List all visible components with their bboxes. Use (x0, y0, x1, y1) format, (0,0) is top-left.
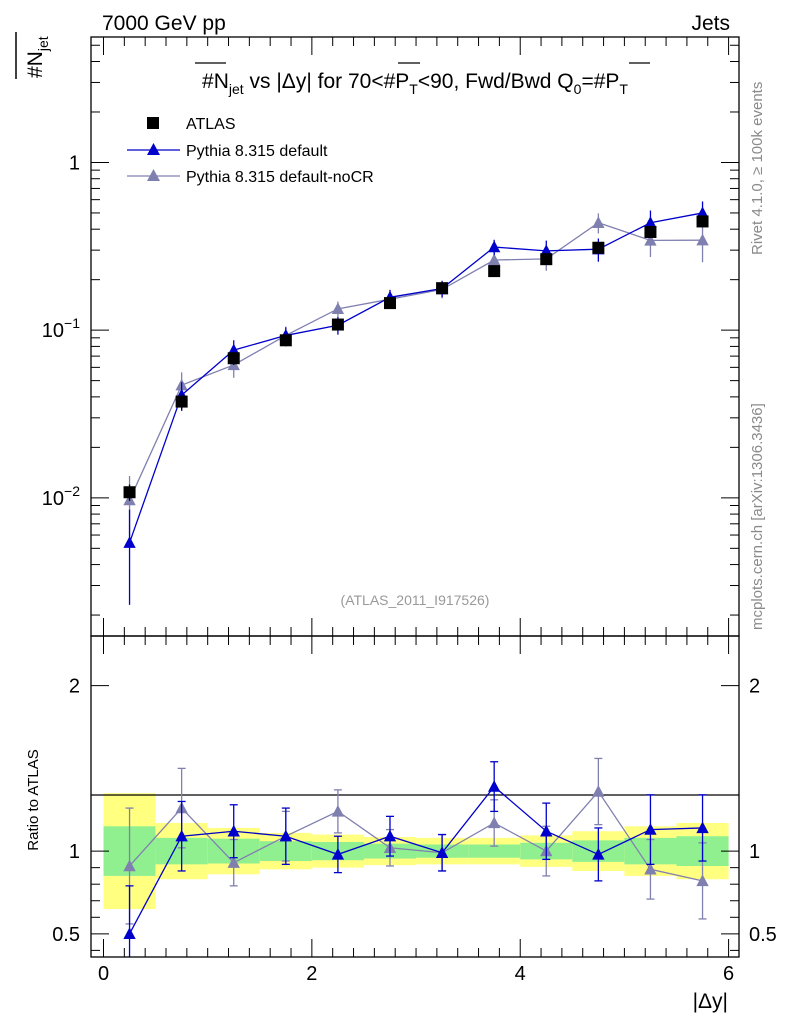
data-point-triangle (644, 233, 657, 246)
ratio-point-triangle (435, 846, 449, 858)
ratio-point-triangle (331, 804, 345, 817)
main-ytick-label: 10−1 (42, 315, 80, 342)
data-point-square (644, 225, 657, 238)
analysis-watermark: (ATLAS_2011_I917526) (341, 592, 490, 608)
chart-title: #Njet vs |Δy| for 70<#PT<90, Fwd/Bwd Q0=… (202, 70, 628, 97)
data-point-triangle (696, 233, 709, 246)
ratio-ytick-label-left: 2 (69, 676, 80, 698)
data-point-square (383, 297, 396, 310)
legend-marker-atlas (147, 117, 159, 129)
data-point-square (540, 253, 553, 266)
ratio-point-triangle (696, 821, 709, 834)
main-data-marks (123, 201, 709, 605)
series-line-default (128, 212, 703, 543)
ratio-point-triangle (592, 847, 605, 860)
main-ytick-label: 1 (69, 152, 80, 174)
data-point-square (227, 352, 240, 365)
ratio-point-triangle (279, 829, 292, 842)
header-category-label: Jets (691, 12, 730, 35)
ratio-point-triangle (696, 874, 709, 887)
svg-text:#Njet: #Njet (24, 36, 51, 78)
ratio-line-default (128, 785, 703, 935)
data-point-square (488, 265, 501, 278)
data-point-triangle (488, 253, 501, 266)
ratio-xtick-label: 6 (723, 963, 734, 985)
ratio-line-nocr (129, 790, 703, 882)
ratio-point-triangle (592, 785, 605, 797)
ratio-xlabel: |Δy| (693, 990, 728, 1013)
data-point-square (279, 334, 292, 347)
ratio-data-marks (123, 757, 709, 957)
ratio-ytick-label-left: 1 (69, 841, 80, 863)
legend-marker-default (147, 143, 160, 155)
data-point-triangle (331, 302, 345, 315)
data-point-square (331, 318, 344, 331)
ratio-point-triangle (123, 859, 136, 872)
ratio-ytick-label-right: 0.5 (749, 924, 777, 946)
main-ytick-label: 10−2 (42, 483, 80, 510)
ratio-point-triangle (644, 823, 657, 835)
series-line-nocr (128, 222, 703, 501)
ratio-point-triangle (488, 816, 501, 829)
ratio-xtick-label: 4 (515, 963, 526, 985)
data-point-square (123, 486, 136, 499)
data-point-square (436, 282, 449, 295)
ratio-xtick-label: 0 (98, 963, 109, 985)
ratio-ytick-label-right: 2 (749, 676, 760, 698)
data-point-triangle (696, 206, 709, 219)
ratio-axis-ticks: 0.5 0.5 1 1 2 2 0 2 4 6 (52, 636, 777, 985)
data-point-triangle (488, 240, 501, 253)
data-point-triangle (644, 216, 657, 228)
ratio-point-triangle (540, 824, 553, 837)
legend-label-atlas: ATLAS (186, 116, 236, 133)
ratio-xtick-label: 2 (306, 963, 317, 985)
ratio-point-triangle (383, 829, 397, 842)
ratio-point-triangle (331, 847, 345, 860)
band-inner (468, 844, 521, 858)
main-axis-ticks: 1 10−1 10−2 (42, 37, 739, 636)
data-point-triangle (540, 244, 553, 257)
data-point-square (175, 395, 188, 408)
ratio-point-triangle (644, 862, 657, 875)
ratio-point-triangle (227, 856, 240, 868)
legend: ATLAS Pythia 8.315 default Pythia 8.315 … (127, 116, 374, 186)
ratio-point-triangle (227, 824, 240, 837)
ratio-point-triangle (123, 927, 136, 940)
ratio-uncertainty-bands (103, 793, 729, 910)
main-panel: 1 10−1 10−2 (ATLAS_2011_I917526) #Njet vs … (42, 36, 740, 637)
legend-label-default: Pythia 8.315 default (186, 143, 328, 160)
data-point-square (696, 215, 709, 228)
ratio-panel: 0.5 0.5 1 1 2 2 0 2 4 6 Ratio to ATLAS |Δy| (25, 635, 777, 1013)
ratio-frame (90, 635, 740, 958)
main-ylabel: #Njet (24, 36, 51, 78)
data-point-square (592, 241, 605, 254)
data-point-triangle (123, 536, 136, 548)
ratio-point-triangle (175, 829, 188, 842)
rivet-version-label: Rivet 4.1.0, ≥ 100k events (749, 82, 766, 255)
ratio-ytick-label-left: 0.5 (52, 924, 80, 946)
header-energy-label: 7000 GeV pp (102, 12, 226, 35)
data-point-triangle (592, 216, 605, 228)
legend-marker-nocr (147, 169, 160, 181)
mcplots-source-label: mcplots.cern.ch [arXiv:1306.3436] (749, 403, 766, 630)
ratio-point-triangle (488, 780, 501, 792)
ratio-ytick-label-right: 1 (749, 841, 760, 863)
legend-label-nocr: Pythia 8.315 default-noCR (186, 169, 374, 186)
ratio-ylabel: Ratio to ATLAS (25, 749, 42, 850)
